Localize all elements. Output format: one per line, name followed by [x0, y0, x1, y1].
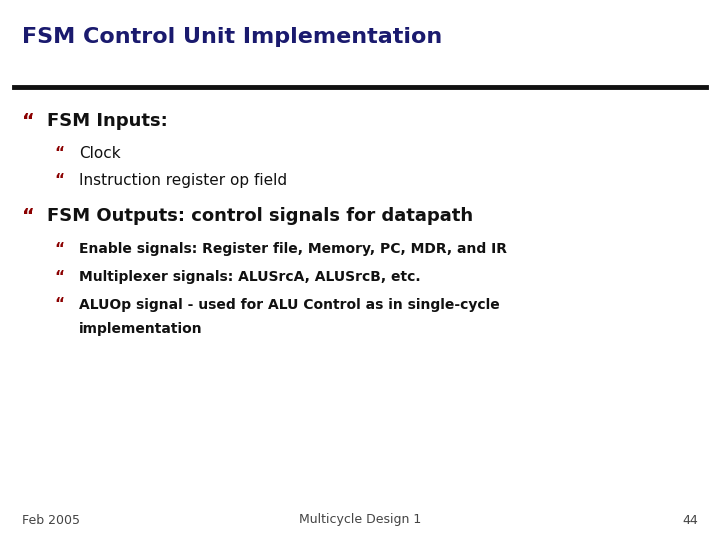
Text: Instruction register op field: Instruction register op field: [79, 173, 287, 188]
Text: Clock: Clock: [79, 146, 121, 161]
Text: “: “: [22, 206, 35, 226]
Text: 44: 44: [683, 514, 698, 526]
Text: FSM Outputs: control signals for datapath: FSM Outputs: control signals for datapat…: [47, 207, 473, 225]
Text: “: “: [54, 242, 64, 257]
Text: “: “: [54, 173, 64, 188]
Text: implementation: implementation: [79, 322, 203, 336]
Text: “: “: [22, 112, 35, 131]
Text: Enable signals: Register file, Memory, PC, MDR, and IR: Enable signals: Register file, Memory, P…: [79, 242, 507, 256]
Text: “: “: [54, 146, 64, 161]
Text: Multiplexer signals: ALUSrcA, ALUSrcB, etc.: Multiplexer signals: ALUSrcA, ALUSrcB, e…: [79, 270, 420, 284]
Text: “: “: [54, 297, 64, 312]
Text: “: “: [54, 269, 64, 285]
Text: Multicycle Design 1: Multicycle Design 1: [299, 514, 421, 526]
Text: ALUOp signal - used for ALU Control as in single-cycle: ALUOp signal - used for ALU Control as i…: [79, 298, 500, 312]
Text: FSM Control Unit Implementation: FSM Control Unit Implementation: [22, 27, 442, 47]
Text: Feb 2005: Feb 2005: [22, 514, 80, 526]
Text: FSM Inputs:: FSM Inputs:: [47, 112, 168, 131]
